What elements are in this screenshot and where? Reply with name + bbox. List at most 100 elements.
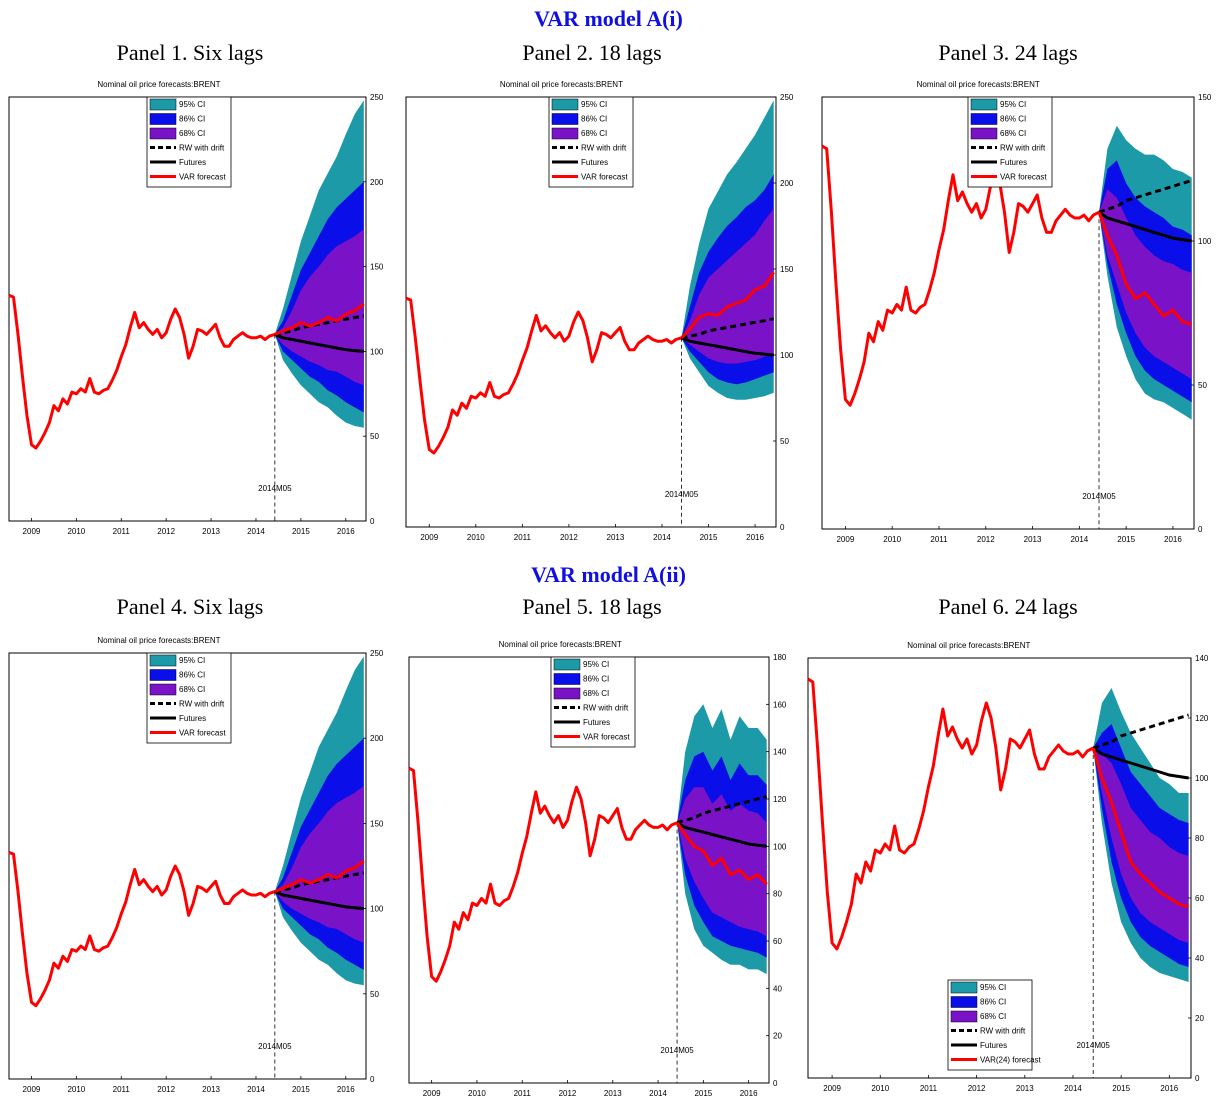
legend-label: 86% CI <box>980 998 1006 1007</box>
legend-label: 86% CI <box>179 115 205 124</box>
x-tick-label: 2012 <box>157 1085 175 1094</box>
legend: 95% CI 86% CI 68% CI RW with drift Futures VA… <box>967 96 1053 188</box>
section-title-a-i: VAR model A(i) <box>534 6 683 31</box>
legend-label: RW with drift <box>179 144 225 153</box>
chart-title: Nominal oil price forecasts:BRENT <box>97 636 220 645</box>
x-tick-label: 2015 <box>1112 1084 1130 1093</box>
chart-title: Nominal oil price forecasts:BRENT <box>907 641 1030 650</box>
legend-label: 86% CI <box>581 115 607 124</box>
legend-label: 95% CI <box>1000 100 1026 109</box>
futures-line <box>1098 210 1192 243</box>
y-tick-label: 100 <box>1198 237 1212 246</box>
x-tick-label: 2014 <box>653 533 671 542</box>
legend-label: 86% CI <box>179 671 205 680</box>
y-tick-label: 100 <box>370 905 384 914</box>
legend-swatch-ci86 <box>553 673 581 685</box>
legend-label: VAR forecast <box>1000 173 1047 182</box>
forecast-origin-label: 2014M05 <box>1082 492 1116 501</box>
ci68-band <box>1099 189 1192 380</box>
history-line <box>807 677 1094 951</box>
legend-swatch-ci95 <box>950 981 978 994</box>
x-tick-label: 2016 <box>1160 1084 1178 1093</box>
var-forecast-line <box>680 271 775 339</box>
x-tick-label: 2009 <box>823 1084 841 1093</box>
y-tick-label: 150 <box>780 265 794 274</box>
y-tick-label: 100 <box>780 351 794 360</box>
legend: 95% CI 86% CI 68% CI RW with drift Futures VA… <box>947 979 1042 1071</box>
history-line <box>8 850 276 1008</box>
legend-box <box>967 96 1053 188</box>
history-line <box>408 766 678 983</box>
panel-1-title: Panel 1. Six lags <box>116 40 264 65</box>
legend-label: 95% CI <box>583 660 609 669</box>
forecast-origin-label: 2014M05 <box>665 490 699 499</box>
x-tick-label: 2013 <box>202 1085 220 1094</box>
legend-label: VAR forecast <box>179 729 226 738</box>
y-tick-label: 0 <box>370 1075 375 1084</box>
legend-label: Futures <box>980 1041 1007 1050</box>
y-tick-label: 0 <box>1198 525 1203 534</box>
x-tick-label: 2009 <box>23 527 41 536</box>
rw-drift-line <box>1092 713 1190 750</box>
legend-label: 68% CI <box>581 129 607 138</box>
legend-label: 86% CI <box>1000 115 1026 124</box>
legend-label: Futures <box>583 718 610 727</box>
x-tick-label: 2015 <box>1117 535 1135 544</box>
x-tick-label: 2016 <box>746 533 764 542</box>
y-tick-label: 160 <box>773 700 787 709</box>
legend-label: 68% CI <box>179 129 205 138</box>
y-tick-label: 250 <box>370 649 384 658</box>
panel-3-title: Panel 3. 24 lags <box>938 40 1078 65</box>
x-tick-label: 2014 <box>247 1085 265 1094</box>
y-tick-label: 250 <box>780 93 794 102</box>
rw-drift-line <box>274 314 365 336</box>
x-tick-label: 2010 <box>871 1084 889 1093</box>
y-tick-label: 0 <box>370 517 375 526</box>
ci68-band <box>274 785 364 943</box>
x-tick-label: 2011 <box>514 533 532 542</box>
legend-label: 95% CI <box>179 656 205 665</box>
legend-label: RW with drift <box>980 1027 1026 1036</box>
y-tick-label: 100 <box>370 347 384 356</box>
y-tick-label: 200 <box>780 179 794 188</box>
x-tick-label: 2009 <box>23 1085 41 1094</box>
legend: 95% CI 86% CI 68% CI RW with drift Futures VA… <box>146 96 232 188</box>
x-tick-label: 2011 <box>920 1084 938 1093</box>
legend-label: 68% CI <box>980 1012 1006 1021</box>
legend-swatch-ci95 <box>551 98 579 111</box>
y-tick-label: 80 <box>1195 834 1204 843</box>
legend-swatch-ci95 <box>149 98 177 111</box>
legend: 95% CI 86% CI 68% CI RW with drift Futures VA… <box>146 652 232 744</box>
legend-label: 95% CI <box>980 983 1006 992</box>
panel-2-title: Panel 2. 18 lags <box>522 40 662 65</box>
ci68-band <box>274 229 364 386</box>
legend-swatch-ci86 <box>950 996 978 1008</box>
legend-box <box>947 979 1033 1071</box>
legend-label: VAR forecast <box>179 173 226 182</box>
futures-line <box>274 333 364 353</box>
rw-drift-line <box>681 317 774 340</box>
forecast-origin-label: 2014M05 <box>660 1046 694 1055</box>
legend-swatch-ci68 <box>950 1010 978 1023</box>
x-tick-label: 2013 <box>604 1089 622 1098</box>
legend-swatch-ci68 <box>970 127 998 140</box>
x-tick-label: 2012 <box>559 1089 577 1098</box>
legend-swatch-ci95 <box>970 98 998 111</box>
legend-label: VAR(24) forecast <box>980 1056 1042 1065</box>
forecast-origin-label: 2014M05 <box>1077 1041 1111 1050</box>
history-line <box>821 144 1100 407</box>
legend: 95% CI 86% CI 68% CI RW with drift Futures VA… <box>548 96 634 188</box>
futures-line <box>274 890 364 911</box>
x-tick-label: 2010 <box>67 1085 85 1094</box>
x-tick-label: 2012 <box>968 1084 986 1093</box>
legend: 95% CI 86% CI 68% CI RW with drift Futures VA… <box>550 656 636 748</box>
legend-label: 86% CI <box>583 675 609 684</box>
legend-label: 68% CI <box>1000 129 1026 138</box>
y-tick-label: 60 <box>1195 894 1204 903</box>
x-tick-label: 2013 <box>1016 1084 1034 1093</box>
y-tick-label: 50 <box>1198 381 1207 390</box>
y-tick-label: 120 <box>773 795 787 804</box>
futures-line <box>676 821 767 848</box>
rw-drift-line <box>274 871 365 894</box>
ci68-band <box>681 208 774 364</box>
